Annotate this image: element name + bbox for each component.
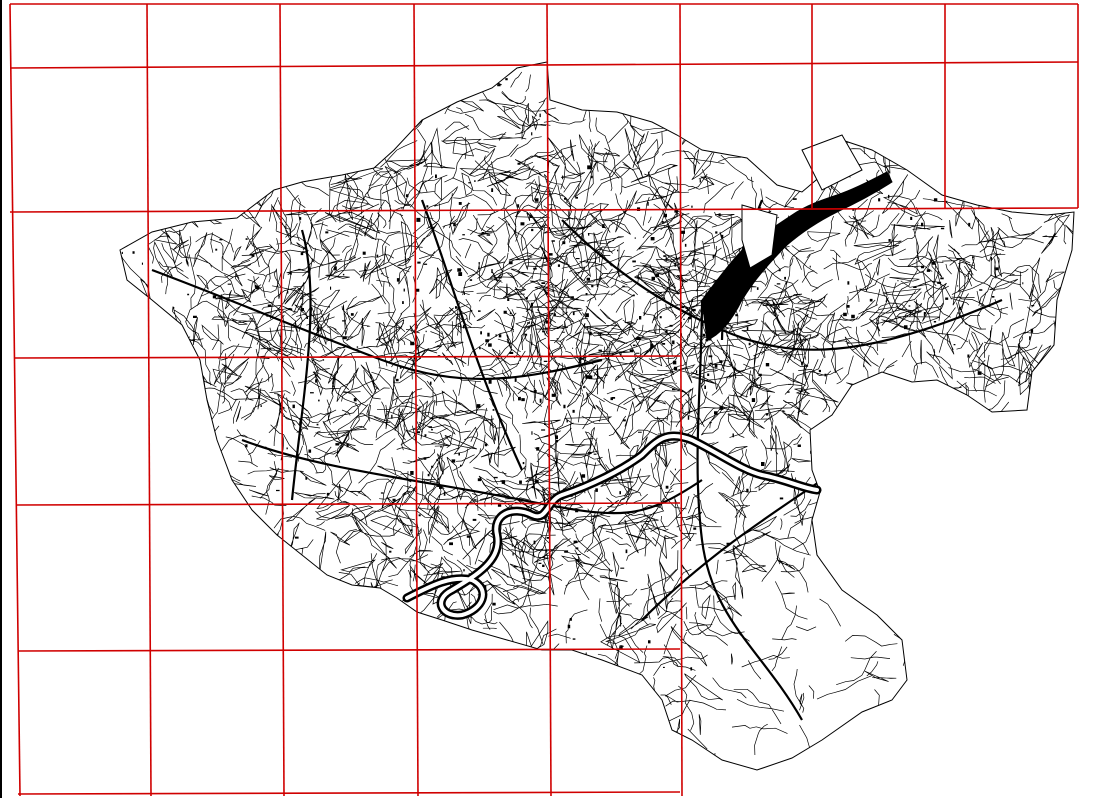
map-tile[interactable] (547, 651, 680, 796)
harbor (701, 134, 893, 341)
major-road (561, 219, 1003, 351)
grid-line-vertical (146, 3, 152, 797)
map-tile[interactable] (10, 4, 147, 68)
map-tile[interactable] (147, 68, 280, 212)
map-tile[interactable] (680, 4, 812, 68)
major-road (641, 479, 823, 621)
grid-line-vertical (679, 3, 683, 797)
map-tile[interactable] (280, 358, 414, 505)
grid-line-horizontal (17, 648, 681, 652)
map-tile[interactable] (147, 505, 280, 651)
map-tile[interactable] (414, 4, 547, 68)
major-road (151, 268, 603, 381)
map-tile[interactable] (414, 358, 547, 505)
map-tile[interactable] (414, 212, 547, 358)
map-tile[interactable] (10, 651, 147, 796)
map-tile[interactable] (280, 68, 414, 212)
grid-line-vertical (9, 3, 21, 797)
grid-line-horizontal (15, 502, 681, 506)
map-tile[interactable] (414, 505, 547, 651)
major-road (290, 229, 312, 501)
map-tile[interactable] (945, 68, 1078, 212)
map-tile[interactable] (547, 68, 680, 212)
grid-line-vertical (546, 3, 552, 797)
map-tile[interactable] (812, 4, 945, 68)
major-road (241, 438, 703, 515)
grid-line-horizontal (9, 207, 1079, 213)
map-tile[interactable] (812, 68, 945, 212)
map-tile[interactable] (10, 358, 147, 505)
grid-line-horizontal (17, 791, 681, 795)
map-tile[interactable] (147, 4, 280, 68)
map-tile[interactable] (280, 651, 414, 796)
tile-grid[interactable] (9, 3, 1079, 797)
major-road (696, 299, 803, 721)
map-tile[interactable] (547, 212, 680, 358)
map-tile[interactable] (280, 4, 414, 68)
river (402, 431, 822, 620)
map-tile[interactable] (547, 4, 680, 68)
map-tile[interactable] (147, 651, 280, 796)
map-tile[interactable] (414, 68, 547, 212)
map-tile[interactable] (147, 212, 280, 358)
grid-line-vertical (279, 3, 285, 797)
map-tile[interactable] (280, 212, 414, 358)
map-tile[interactable] (147, 358, 280, 505)
map-tile[interactable] (414, 651, 547, 796)
major-road (420, 199, 524, 471)
map-tile[interactable] (680, 68, 812, 212)
map-tile[interactable] (10, 505, 147, 651)
map-tile[interactable] (280, 505, 414, 651)
map-tile[interactable] (547, 505, 680, 651)
grid-line-horizontal (9, 61, 1079, 69)
map-tile[interactable] (10, 68, 147, 212)
map-tile[interactable] (10, 212, 147, 358)
map-tile[interactable] (945, 4, 1078, 68)
grid-line-vertical (413, 3, 419, 797)
grid-line-horizontal (13, 355, 681, 359)
map-tile[interactable] (547, 358, 680, 505)
